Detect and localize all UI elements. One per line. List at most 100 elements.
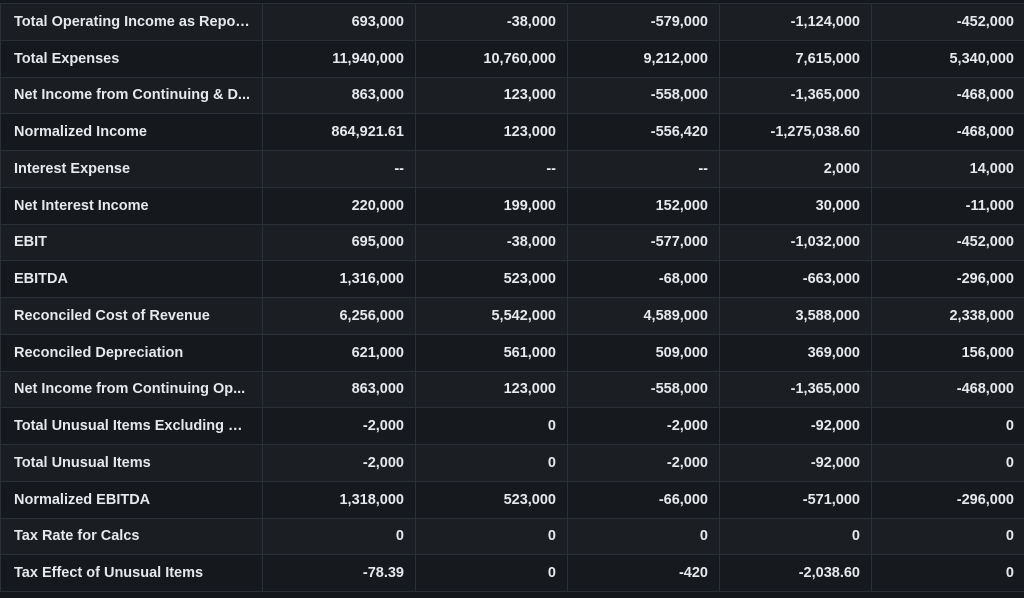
table-cell: -296,000 (871, 480, 1024, 519)
row-label: Net Income from Continuing & D... (0, 76, 263, 115)
table-row: Total Expenses 11,940,000 10,760,000 9,2… (0, 39, 1024, 78)
table-row: Reconciled Depreciation 621,000 561,000 … (0, 333, 1024, 372)
row-label: Normalized EBITDA (0, 480, 263, 519)
table-cell: 864,921.61 (262, 113, 416, 151)
table-cell: 4,589,000 (567, 297, 720, 335)
table-cell: 11,940,000 (262, 39, 416, 78)
table-cell: -1,365,000 (719, 370, 872, 409)
table-cell: 863,000 (262, 370, 416, 409)
row-label: Reconciled Depreciation (0, 333, 263, 372)
table-cell: -558,000 (567, 370, 720, 409)
table-cell: 509,000 (567, 333, 720, 372)
table-cell: 10,760,000 (415, 39, 568, 78)
row-label: Total Expenses (0, 39, 263, 78)
table-row: Net Income from Continuing & D... 863,00… (0, 76, 1024, 115)
table-cell: -468,000 (871, 76, 1024, 115)
table-cell: 863,000 (262, 76, 416, 115)
table-cell: 14,000 (871, 150, 1024, 188)
table-cell: 3,588,000 (719, 297, 872, 335)
table-row: Reconciled Cost of Revenue 6,256,000 5,5… (0, 297, 1024, 335)
table-cell: 0 (415, 517, 568, 556)
table-cell: -38,000 (415, 223, 568, 262)
table-cell: -468,000 (871, 113, 1024, 151)
table-cell: 0 (871, 407, 1024, 445)
row-label: Total Operating Income as Repor... (0, 3, 263, 41)
row-label: EBITDA (0, 260, 263, 298)
table-cell: -38,000 (415, 3, 568, 41)
table-cell: -1,032,000 (719, 223, 872, 262)
table-cell: 5,340,000 (871, 39, 1024, 78)
table-cell: 2,000 (719, 150, 872, 188)
table-cell: -452,000 (871, 3, 1024, 41)
table-cell: 523,000 (415, 260, 568, 298)
table-cell: 0 (415, 444, 568, 482)
table-cell: 220,000 (262, 186, 416, 225)
table-cell: 0 (871, 517, 1024, 556)
table-row: Normalized EBITDA 1,318,000 523,000 -66,… (0, 480, 1024, 519)
table-row: Tax Effect of Unusual Items -78.39 0 -42… (0, 554, 1024, 592)
row-label: Tax Rate for Calcs (0, 517, 263, 556)
table-cell: -468,000 (871, 370, 1024, 409)
row-label: Net Income from Continuing Op... (0, 370, 263, 409)
table-cell: -11,000 (871, 186, 1024, 225)
table-cell: -- (415, 150, 568, 188)
table-cell: 0 (415, 407, 568, 445)
table-cell: 621,000 (262, 333, 416, 372)
table-cell: 0 (871, 554, 1024, 592)
table-cell: -92,000 (719, 444, 872, 482)
table-cell: -1,365,000 (719, 76, 872, 115)
row-label: Total Unusual Items (0, 444, 263, 482)
table-cell: 0 (262, 517, 416, 556)
table-cell: -92,000 (719, 407, 872, 445)
row-label: Net Interest Income (0, 186, 263, 225)
row-label: Reconciled Cost of Revenue (0, 297, 263, 335)
table-cell: 1,318,000 (262, 480, 416, 519)
table-cell: 561,000 (415, 333, 568, 372)
table-cell: 30,000 (719, 186, 872, 225)
table-row: EBIT 695,000 -38,000 -577,000 -1,032,000… (0, 223, 1024, 262)
row-label: Tax Effect of Unusual Items (0, 554, 263, 592)
table-cell: -1,124,000 (719, 3, 872, 41)
table-cell: 123,000 (415, 370, 568, 409)
table-cell: -420 (567, 554, 720, 592)
table-cell: 1,316,000 (262, 260, 416, 298)
row-label: Normalized Income (0, 113, 263, 151)
table-cell: 695,000 (262, 223, 416, 262)
table-row: Total Operating Income as Repor... 693,0… (0, 3, 1024, 41)
table-cell: -2,000 (567, 407, 720, 445)
table-cell: -556,420 (567, 113, 720, 151)
table-row: Net Interest Income 220,000 199,000 152,… (0, 186, 1024, 225)
table-cell: -452,000 (871, 223, 1024, 262)
table-cell: -- (262, 150, 416, 188)
table-cell: -1,275,038.60 (719, 113, 872, 151)
table-cell: 123,000 (415, 76, 568, 115)
table-cell: 0 (415, 554, 568, 592)
table-cell: 7,615,000 (719, 39, 872, 78)
table-cell: -663,000 (719, 260, 872, 298)
table-cell: 523,000 (415, 480, 568, 519)
table-cell: 5,542,000 (415, 297, 568, 335)
table-row: Total Unusual Items -2,000 0 -2,000 -92,… (0, 444, 1024, 482)
table-cell: -579,000 (567, 3, 720, 41)
table-cell: -577,000 (567, 223, 720, 262)
table-cell: 0 (719, 517, 872, 556)
table-cell: -2,000 (262, 407, 416, 445)
table-cell: 123,000 (415, 113, 568, 151)
financials-table: Total Operating Income as Repor... 693,0… (0, 3, 1024, 592)
table-cell: 0 (567, 517, 720, 556)
table-cell: -66,000 (567, 480, 720, 519)
table-row: Normalized Income 864,921.61 123,000 -55… (0, 113, 1024, 151)
financials-table-body: Total Operating Income as Repor... 693,0… (0, 3, 1024, 592)
row-label: Total Unusual Items Excluding G... (0, 407, 263, 445)
table-cell: 9,212,000 (567, 39, 720, 78)
table-cell: -2,000 (567, 444, 720, 482)
table-row: Total Unusual Items Excluding G... -2,00… (0, 407, 1024, 445)
table-cell: -- (567, 150, 720, 188)
table-cell: 152,000 (567, 186, 720, 225)
table-cell: 156,000 (871, 333, 1024, 372)
table-cell: -2,000 (262, 444, 416, 482)
table-cell: 0 (871, 444, 1024, 482)
table-cell: 693,000 (262, 3, 416, 41)
table-row: Net Income from Continuing Op... 863,000… (0, 370, 1024, 409)
table-cell: 2,338,000 (871, 297, 1024, 335)
